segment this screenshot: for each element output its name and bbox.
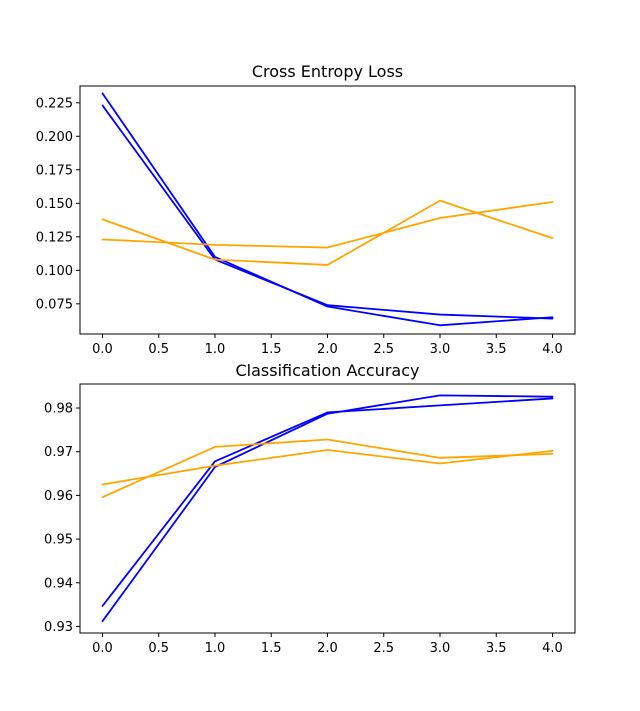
accuracy-x-tick-label: 0.5: [148, 641, 169, 656]
accuracy-y-tick-label: 0.93: [44, 620, 73, 635]
accuracy-series-line-3: [101, 449, 554, 486]
loss-x-tick: 0.0: [92, 334, 113, 357]
loss-x-tick-label: 2.5: [373, 342, 394, 357]
accuracy-x-tick-label: 4.0: [542, 641, 563, 656]
loss-y-tick-label: 0.225: [36, 96, 73, 111]
accuracy-x-tick: 0.0: [92, 633, 113, 656]
accuracy-series-line-1: [101, 397, 554, 607]
accuracy-x-tick-label: 2.5: [373, 641, 394, 656]
accuracy-x-tick: 4.0: [542, 633, 563, 656]
accuracy-chart-title: Classification Accuracy: [236, 361, 420, 380]
accuracy-y-tick: 0.95: [44, 533, 80, 548]
loss-x-tick: 3.5: [486, 334, 507, 357]
accuracy-y-tick-label: 0.97: [44, 445, 73, 460]
accuracy-x-tick-label: 1.5: [261, 641, 282, 656]
loss-x-tick: 4.0: [542, 334, 563, 357]
accuracy-x-tick-label: 1.0: [205, 641, 226, 656]
loss-x-tick: 2.5: [373, 334, 394, 357]
loss-chart-title: Cross Entropy Loss: [252, 62, 403, 81]
accuracy-x-tick-label: 3.0: [430, 641, 451, 656]
accuracy-y-tick: 0.97: [44, 445, 80, 460]
accuracy-x-tick: 3.5: [486, 633, 507, 656]
loss-y-tick-label: 0.100: [36, 264, 73, 279]
accuracy-x-tick: 1.0: [205, 633, 226, 656]
loss-y-tick-label: 0.075: [36, 297, 73, 312]
accuracy-x-tick: 3.0: [430, 633, 451, 656]
accuracy-series-line-4: [101, 438, 554, 499]
loss-x-tick-label: 1.0: [205, 342, 226, 357]
loss-x-tick-label: 0.5: [148, 342, 169, 357]
accuracy-y-tick: 0.96: [44, 489, 80, 504]
accuracy-y-tick-label: 0.98: [44, 402, 73, 417]
accuracy-x-tick: 0.5: [148, 633, 169, 656]
accuracy-y-tick: 0.94: [44, 576, 80, 591]
loss-x-tick-label: 4.0: [542, 342, 563, 357]
loss-series-line-2: [101, 104, 554, 320]
loss-y-tick-label: 0.150: [36, 197, 73, 212]
loss-x-tick: 0.5: [148, 334, 169, 357]
accuracy-plot-area: [101, 394, 554, 623]
loss-y-tick: 0.175: [36, 163, 80, 178]
accuracy-chart: Classification Accuracy 0.0 0.5 1.0 1.5 2.0 2…: [44, 361, 576, 656]
loss-x-tick: 2.0: [317, 334, 338, 357]
loss-y-tick-label: 0.125: [36, 230, 73, 245]
loss-x-tick-label: 3.0: [430, 342, 451, 357]
loss-chart: Cross Entropy Loss 0.0 0.5 1.0 1.5 2.0 2.5 3.0…: [36, 62, 576, 357]
loss-y-tick: 0.125: [36, 230, 80, 245]
loss-x-tick: 1.5: [261, 334, 282, 357]
loss-y-tick: 0.100: [36, 264, 80, 279]
accuracy-x-tick: 1.5: [261, 633, 282, 656]
accuracy-x-tick-label: 0.0: [92, 641, 113, 656]
loss-y-tick: 0.200: [36, 130, 80, 145]
loss-y-tick-label: 0.175: [36, 163, 73, 178]
accuracy-y-tick-label: 0.96: [44, 489, 73, 504]
accuracy-x-tick-label: 3.5: [486, 641, 507, 656]
accuracy-y-tick: 0.98: [44, 402, 80, 417]
accuracy-y-tick-label: 0.94: [44, 576, 73, 591]
loss-y-tick: 0.075: [36, 297, 80, 312]
accuracy-x-tick-label: 2.0: [317, 641, 338, 656]
loss-y-tick-label: 0.200: [36, 130, 73, 145]
accuracy-series-line-2: [101, 394, 554, 623]
loss-x-tick-label: 3.5: [486, 342, 507, 357]
loss-x-tick: 1.0: [205, 334, 226, 357]
loss-x-tick-label: 0.0: [92, 342, 113, 357]
loss-x-tick: 3.0: [430, 334, 451, 357]
accuracy-y-tick-label: 0.95: [44, 533, 73, 548]
accuracy-x-tick: 2.0: [317, 633, 338, 656]
loss-y-tick: 0.150: [36, 197, 80, 212]
loss-y-tick: 0.225: [36, 96, 80, 111]
loss-series-line-4: [101, 201, 554, 249]
loss-series-line-1: [101, 92, 554, 327]
accuracy-x-tick: 2.5: [373, 633, 394, 656]
accuracy-y-tick: 0.93: [44, 620, 80, 635]
loss-x-tick-label: 1.5: [261, 342, 282, 357]
loss-plot-area: [101, 92, 554, 327]
loss-x-tick-label: 2.0: [317, 342, 338, 357]
